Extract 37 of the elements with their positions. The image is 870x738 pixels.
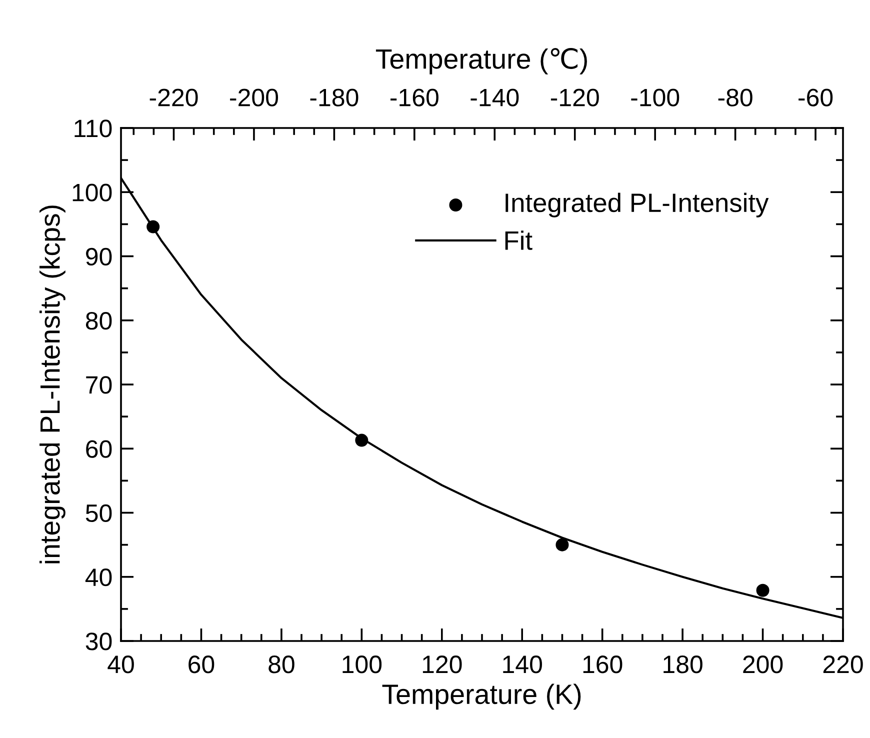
point (556, 538, 569, 552)
y-tick-label: 30 (86, 632, 112, 650)
y-tick-label: 60 (86, 440, 112, 458)
y-tick-label: 90 (86, 248, 112, 266)
x-tick-label: 100 (342, 656, 382, 674)
x2-tick-label: -100 (631, 88, 680, 106)
x2-tick-label: -140 (470, 88, 519, 106)
x-axis-title: Temperature (K) (382, 684, 581, 710)
point (756, 584, 770, 597)
x-tick-label: 200 (743, 656, 783, 674)
x2-tick-label: -80 (718, 88, 752, 106)
y-tick-label: 50 (86, 504, 112, 522)
x-tick-label: 80 (268, 656, 294, 674)
x-tick-label: 40 (108, 656, 134, 674)
x2-tick-label: -120 (550, 88, 599, 106)
y-tick-label: 40 (85, 568, 112, 586)
point (355, 434, 368, 447)
x2-tick-label: -200 (230, 88, 278, 106)
x-tick-label: 60 (188, 656, 214, 674)
x-tick-label: 140 (503, 656, 542, 674)
legend-label: Integrated PL-Intensity (506, 192, 769, 218)
y-tick-label: 100 (72, 184, 112, 202)
point (146, 220, 160, 234)
y-tick-label: 70 (86, 376, 112, 394)
x-tick-label: 220 (823, 656, 863, 674)
x-tick-label: 120 (422, 656, 462, 674)
x-tick-label: 160 (583, 656, 622, 674)
x2-tick-label: -160 (390, 88, 438, 106)
y-axis-title: integrated PL-Intensity (kcps) (40, 206, 66, 564)
x2-tick-label: -60 (798, 88, 833, 106)
y-tick-label: 110 (74, 120, 112, 138)
legend-label: Fit (505, 230, 532, 250)
y-tick-label: 80 (86, 312, 112, 330)
x-tick-label: 180 (664, 656, 702, 674)
x2-tick-label: -180 (310, 88, 358, 106)
x2-axis-title: Temperature (℃) (376, 48, 587, 74)
x2-tick-label: -220 (150, 88, 198, 106)
